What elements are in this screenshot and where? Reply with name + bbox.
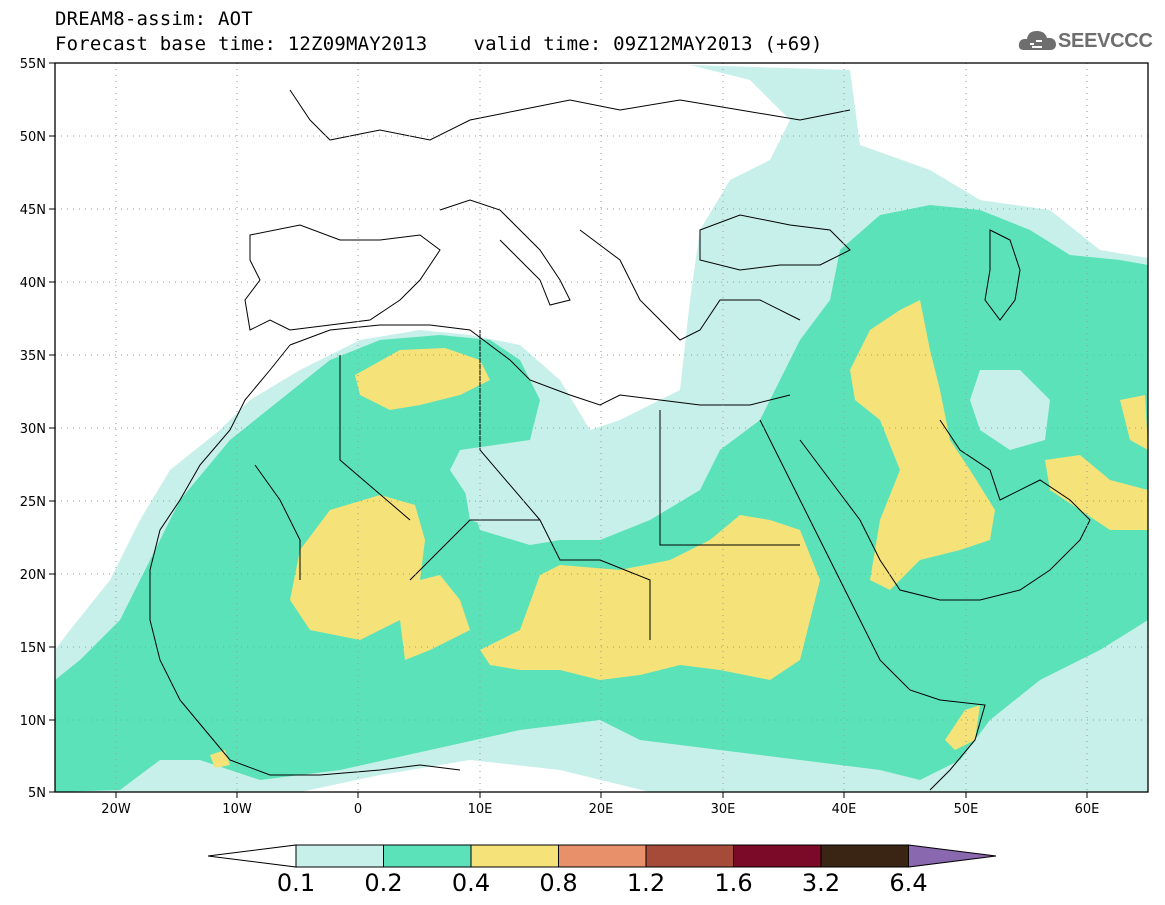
- lon-label: 10E: [468, 802, 493, 817]
- cloud-icon: [1018, 31, 1056, 50]
- time-info: Forecast base time: 12Z09MAY2013 valid ti…: [55, 34, 823, 54]
- colorbar-label: 3.2: [801, 869, 841, 897]
- colorbar-label: 0.2: [364, 869, 403, 897]
- coast-red-sea-arabia: [759, 419, 1091, 791]
- coast-west-africa: [149, 344, 461, 776]
- lat-label: 20N: [20, 568, 46, 583]
- lon-label: 30E: [711, 802, 736, 817]
- lat-label: 55N: [20, 57, 46, 72]
- aot-0.4-region-somalia: [945, 705, 980, 750]
- lat-label: 30N: [20, 422, 46, 437]
- lat-label: 40N: [20, 276, 46, 291]
- colorbar-label: 1.6: [714, 869, 753, 897]
- lat-label: 25N: [20, 495, 46, 510]
- coast-caspian: [984, 229, 1021, 321]
- lon-label: 20E: [589, 802, 614, 817]
- colorbar-swatch: [383, 844, 472, 868]
- aot-0.4-region-sahara-w: [290, 495, 470, 660]
- coast-black-sea: [699, 214, 851, 271]
- lon-label: 10W: [222, 802, 252, 817]
- colorbar-swatch: [820, 844, 909, 868]
- valid-time: valid time: 09Z12MAY2013 (+69): [473, 33, 823, 55]
- borders-africa: [254, 330, 800, 640]
- graticule: [55, 63, 1148, 792]
- lon-label: 0: [354, 802, 362, 817]
- lat-label: 15N: [20, 641, 46, 656]
- lat-label: 45N: [20, 203, 46, 218]
- lon-label: 60E: [1075, 802, 1100, 817]
- lat-label: 5N: [28, 786, 46, 801]
- coast-italy-balkans: [439, 199, 801, 341]
- colorbar-label: 0.4: [451, 869, 491, 897]
- aot-low-hole-2: [970, 370, 1050, 450]
- aot-0.4-region-gulf: [1045, 455, 1148, 530]
- coast-iberia-africa: [244, 224, 441, 331]
- lat-axis: 55N 50N 45N 40N 35N 30N 25N 20N 15N 10N …: [20, 57, 55, 801]
- colorbar-label: 0.1: [276, 869, 316, 897]
- lon-label: 50E: [954, 802, 979, 817]
- coast-north-africa: [289, 324, 791, 406]
- logo-text: SEEVCCC: [1058, 30, 1153, 52]
- lat-label: 10N: [20, 714, 46, 729]
- lat-label: 50N: [20, 130, 46, 145]
- aot-0.4-region-algeria: [355, 348, 490, 410]
- colorbar: [207, 844, 997, 868]
- lon-label: 40E: [832, 802, 857, 817]
- aot-low-hole-1: [460, 450, 575, 540]
- colorbar-swatch: [295, 844, 384, 868]
- aot-0.4-region-arabia: [850, 300, 995, 590]
- colorbar-label: 1.2: [626, 869, 666, 897]
- lon-label: 20W: [101, 802, 131, 817]
- colorbar-swatch: [645, 844, 734, 868]
- seevccc-logo: [1018, 24, 1158, 56]
- colorbar-swatch: [733, 844, 822, 868]
- aot-0.4-region-iran: [1120, 395, 1148, 450]
- colorbar-arrow-low: [207, 844, 297, 868]
- colorbar-arrow-high: [908, 844, 997, 868]
- coastlines: [149, 89, 1091, 791]
- lon-axis: 20W 10W 0 10E 20E 30E 40E 50E 60E: [101, 792, 1099, 817]
- colorbar-swatch: [470, 844, 559, 868]
- map-title: DREAM8-assim: AOT: [55, 8, 253, 30]
- colorbar-label: 6.4: [889, 869, 928, 897]
- coast-europe-north: [289, 89, 851, 141]
- base-time: Forecast base time: 12Z09MAY2013: [55, 33, 428, 55]
- colorbar-swatch: [558, 844, 647, 868]
- lat-label: 35N: [20, 349, 46, 364]
- colorbar-label: 0.8: [539, 869, 578, 897]
